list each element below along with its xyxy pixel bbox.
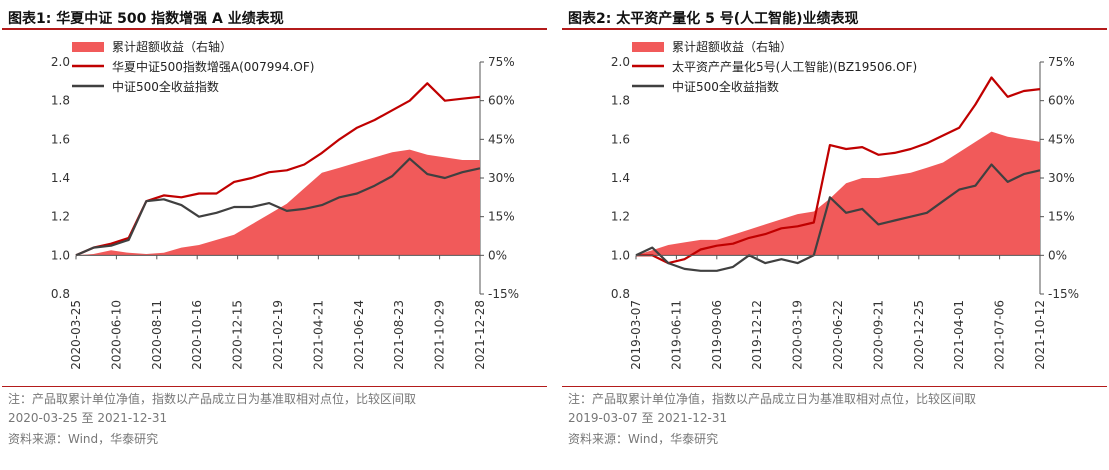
note-text: 注：产品取累计单位净值，指数以产品成立日为基准取相对点位，比较区间取 — [568, 392, 977, 406]
source-text: 资料来源：Wind，华泰研究 — [8, 432, 159, 446]
figure-title-bar: 图表1: 华夏中证 500 指数增强 A 业绩表现 — [2, 6, 547, 30]
x-tick-label: 2019-03-07 — [629, 300, 643, 370]
legend-label: 太平资产产量化5号(人工智能)(BZ19506.OF) — [672, 59, 917, 74]
legend-label: 累计超额收益（右轴） — [112, 39, 232, 54]
x-tick-label: 2021-08-23 — [392, 300, 406, 370]
y-tick-label: 0.8 — [611, 287, 630, 301]
index-line — [635, 163, 1041, 272]
x-tick-label: 2021-06-24 — [352, 300, 366, 370]
y2-tick-label: 45% — [488, 132, 515, 146]
legend-swatch-area — [632, 42, 664, 52]
source-text: 资料来源：Wind，华泰研究 — [568, 432, 719, 446]
x-tick-label: 2019-12-12 — [750, 300, 764, 370]
y2-tick-label: 75% — [1048, 55, 1075, 69]
legend-swatch-area — [72, 42, 104, 52]
y2-tick-label: 0% — [488, 248, 507, 262]
figure-title: 图表1: 华夏中证 500 指数增强 A 业绩表现 — [8, 11, 284, 27]
x-tick-label: 2021-04-21 — [311, 300, 325, 370]
x-tick-label: 2021-12-28 — [473, 300, 487, 370]
y2-tick-label: 30% — [488, 171, 515, 185]
x-tick-label: 2020-03-25 — [69, 300, 83, 370]
x-tick-label: 2020-12-25 — [912, 300, 926, 370]
fund-nav-line — [636, 76, 1041, 265]
index-line — [75, 157, 481, 257]
x-tick-label: 2019-06-11 — [669, 300, 683, 370]
y2-tick-label: 60% — [488, 94, 515, 108]
excess-return-area — [76, 149, 480, 256]
y-tick-label: 1.8 — [51, 94, 70, 108]
x-tick-label: 2021-02-19 — [271, 300, 285, 370]
y2-tick-label: 60% — [1048, 94, 1075, 108]
x-tick-label: 2021-07-06 — [993, 300, 1007, 370]
y2-tick-label: 75% — [488, 55, 515, 69]
y2-tick-label: 0% — [1048, 248, 1067, 262]
figure-title-bar: 图表2: 太平资产量化 5 号(人工智能)业绩表现 — [562, 6, 1107, 30]
y-tick-label: 1.0 — [51, 248, 70, 262]
x-tick-label: 2020-12-15 — [231, 300, 245, 370]
x-tick-label: 2020-09-21 — [871, 300, 885, 370]
y-tick-label: 2.0 — [51, 55, 70, 69]
excess-return-area — [636, 131, 1040, 256]
y-tick-label: 1.6 — [611, 132, 630, 146]
note-divider — [562, 386, 1107, 387]
legend-label: 中证500全收益指数 — [672, 79, 779, 94]
y-tick-label: 1.4 — [611, 171, 630, 185]
x-tick-label: 2020-06-22 — [831, 300, 845, 370]
legend-label: 中证500全收益指数 — [112, 79, 219, 94]
x-tick-label: 2020-08-11 — [150, 300, 164, 370]
legend-label: 累计超额收益（右轴） — [672, 39, 792, 54]
y2-tick-label: 30% — [1048, 171, 1075, 185]
y-tick-label: 1.4 — [51, 171, 70, 185]
y-tick-label: 1.6 — [51, 132, 70, 146]
x-tick-label: 2021-10-12 — [1033, 300, 1047, 370]
y-tick-label: 1.2 — [611, 210, 630, 224]
y2-tick-label: 15% — [1048, 210, 1075, 224]
note-date-range: 2019-03-07 至 2021-12-31 — [568, 411, 728, 425]
x-tick-label: 2020-10-16 — [190, 300, 204, 370]
chart-panel-1: 图表1: 华夏中证 500 指数增强 A 业绩表现 0.8 1.0 1.2 1.4 1.… — [2, 0, 550, 470]
y2-tick-label: 45% — [1048, 132, 1075, 146]
y-tick-label: 1.2 — [51, 210, 70, 224]
legend-label: 华夏中证500指数增强A(007994.OF) — [112, 59, 314, 74]
chart-2: 0.8 1.0 1.2 1.4 1.6 1.8 2.0 -15% 0% 15% 30% 45% 60% 7… — [611, 39, 1079, 370]
note-text: 注：产品取累计单位净值，指数以产品成立日为基准取相对点位，比较区间取 — [8, 392, 417, 406]
y-tick-label: 1.8 — [611, 94, 630, 108]
y2-tick-label: -15% — [1048, 287, 1079, 301]
x-tick-label: 2019-09-06 — [710, 300, 724, 370]
y-tick-label: 0.8 — [51, 287, 70, 301]
y2-tick-label: -15% — [488, 287, 519, 301]
chart-panel-2: 图表2: 太平资产量化 5 号(人工智能)业绩表现 0.8 1.0 1.2 1.4 1.… — [562, 0, 1109, 470]
x-tick-label: 2021-04-01 — [952, 300, 966, 370]
y-tick-label: 2.0 — [611, 55, 630, 69]
note-date-range: 2020-03-25 至 2021-12-31 — [8, 411, 168, 425]
y2-tick-label: 15% — [488, 210, 515, 224]
note-divider — [2, 386, 547, 387]
figure-title: 图表2: 太平资产量化 5 号(人工智能)业绩表现 — [568, 11, 859, 27]
x-tick-label: 2020-06-10 — [109, 300, 123, 370]
x-tick-label: 2021-10-29 — [433, 300, 447, 370]
y-tick-label: 1.0 — [611, 248, 630, 262]
chart-1: 0.8 1.0 1.2 1.4 1.6 1.8 2.0 -15% 0% 15% 30% 45% 60% 7… — [51, 39, 519, 370]
x-tick-label: 2020-03-19 — [791, 300, 805, 370]
